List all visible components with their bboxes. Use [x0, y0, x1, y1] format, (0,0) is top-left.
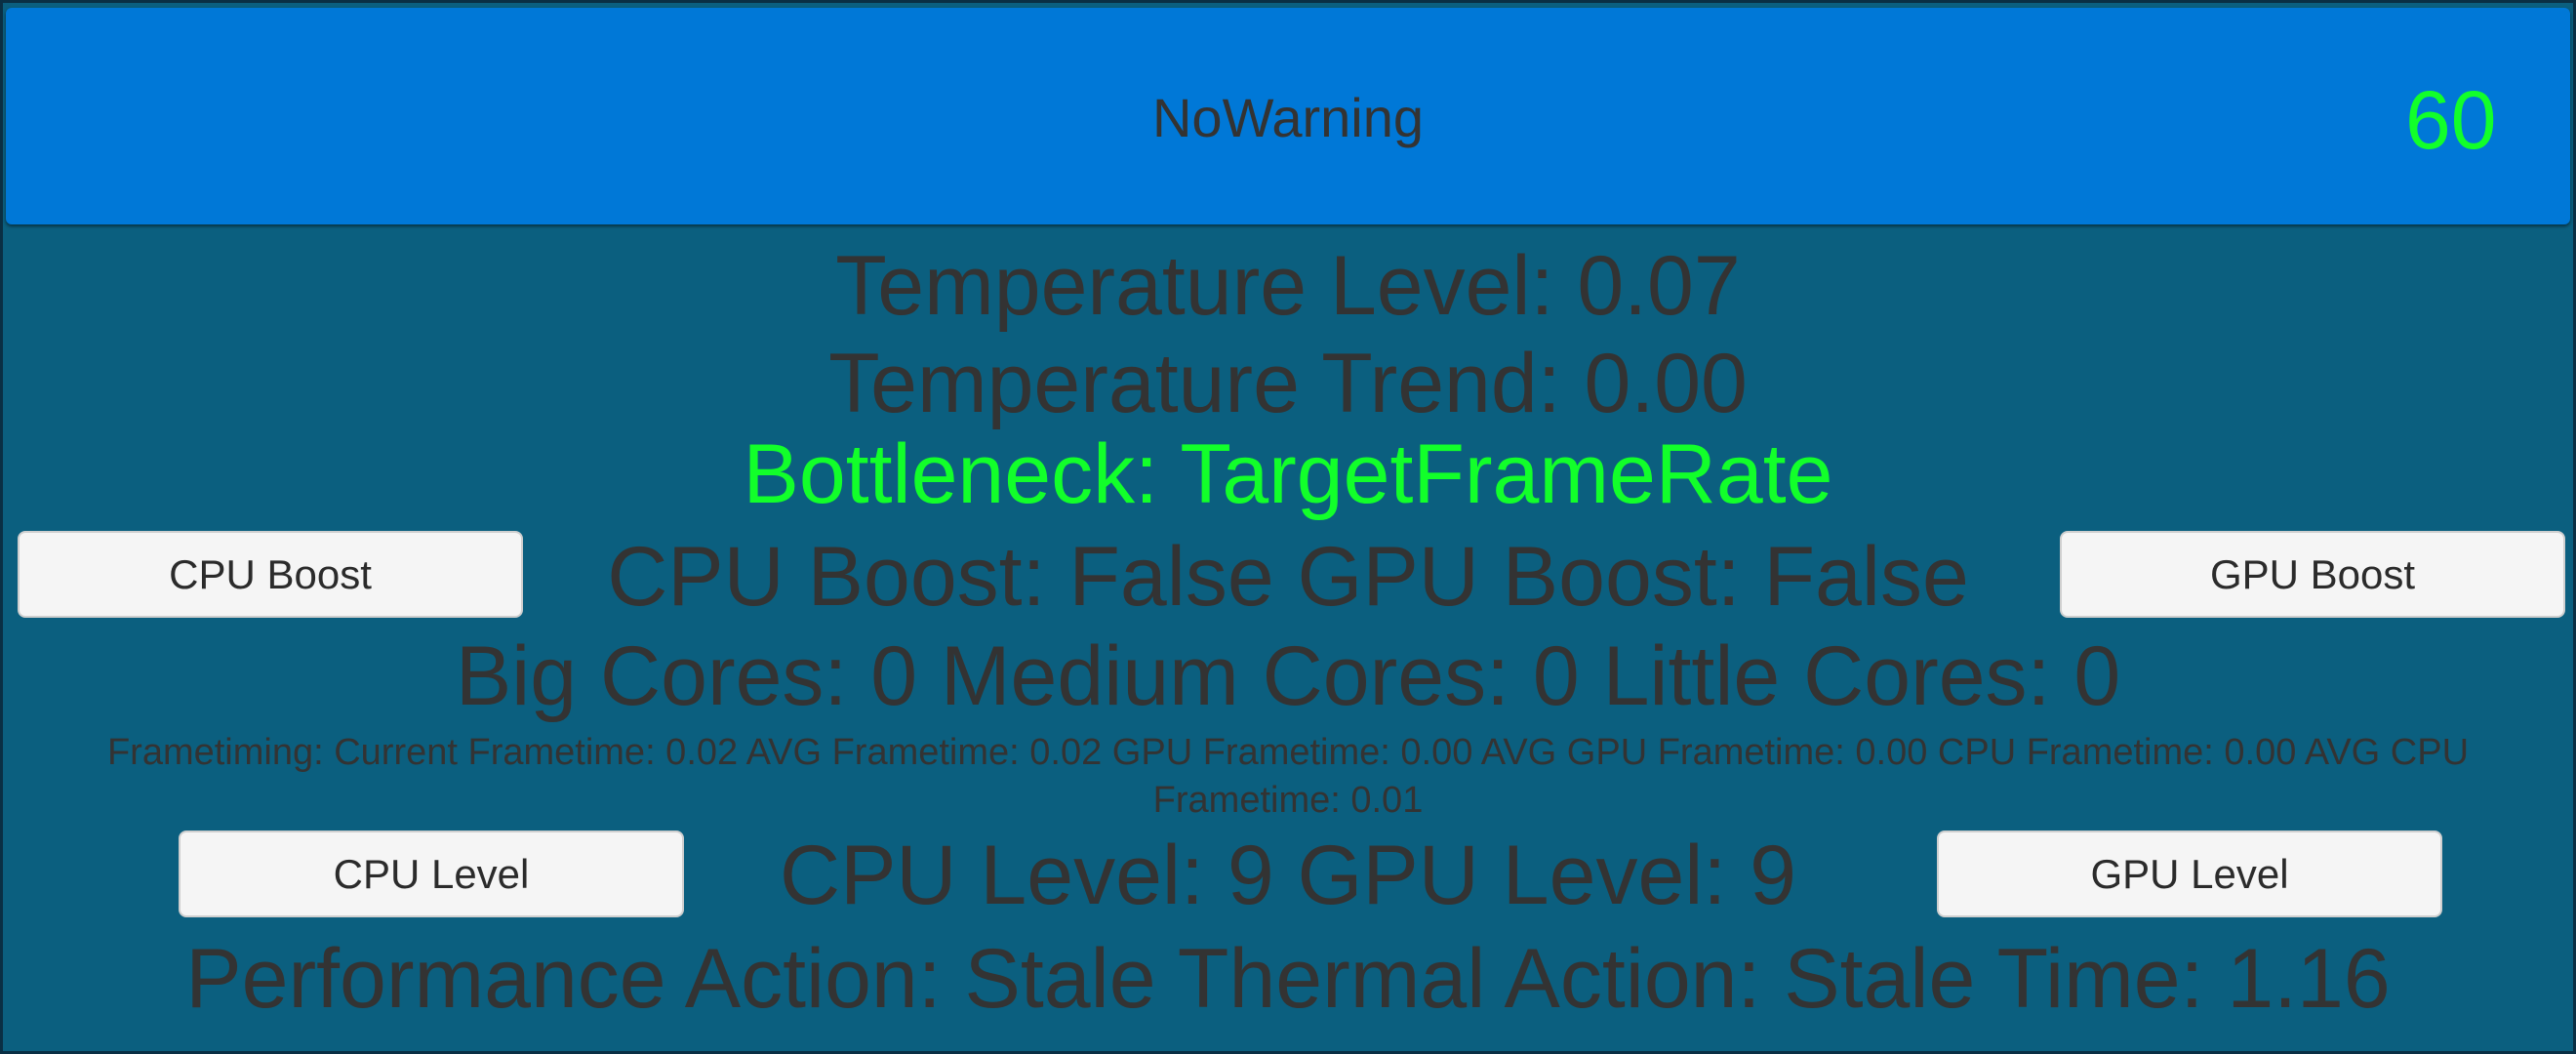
cores-status: Big Cores: 0 Medium Cores: 0 Little Core…	[455, 629, 2121, 723]
frametiming: Frametiming: Current Frametime: 0.02 AVG…	[106, 732, 2470, 821]
cpu-boost-button[interactable]: CPU Boost	[18, 531, 523, 618]
fps-label: 60	[2405, 74, 2497, 166]
warning-label: NoWarning	[1151, 87, 1425, 148]
bottleneck: Bottleneck: TargetFrameRate	[743, 427, 1833, 521]
status-bar	[6, 8, 2570, 224]
cpu-level-button[interactable]: CPU Level	[179, 831, 684, 917]
level-status: CPU Level: 9 GPU Level: 9	[779, 829, 1797, 922]
gpu-level-button[interactable]: GPU Level	[1937, 831, 2442, 917]
gpu-boost-button[interactable]: GPU Boost	[2060, 531, 2565, 618]
boost-status: CPU Boost: False GPU Boost: False	[607, 530, 1969, 624]
temperature-trend: Temperature Trend: 0.00	[828, 337, 1748, 430]
temperature-level: Temperature Level: 0.07	[835, 239, 1741, 333]
action-status: Performance Action: Stale Thermal Action…	[185, 932, 2391, 1026]
